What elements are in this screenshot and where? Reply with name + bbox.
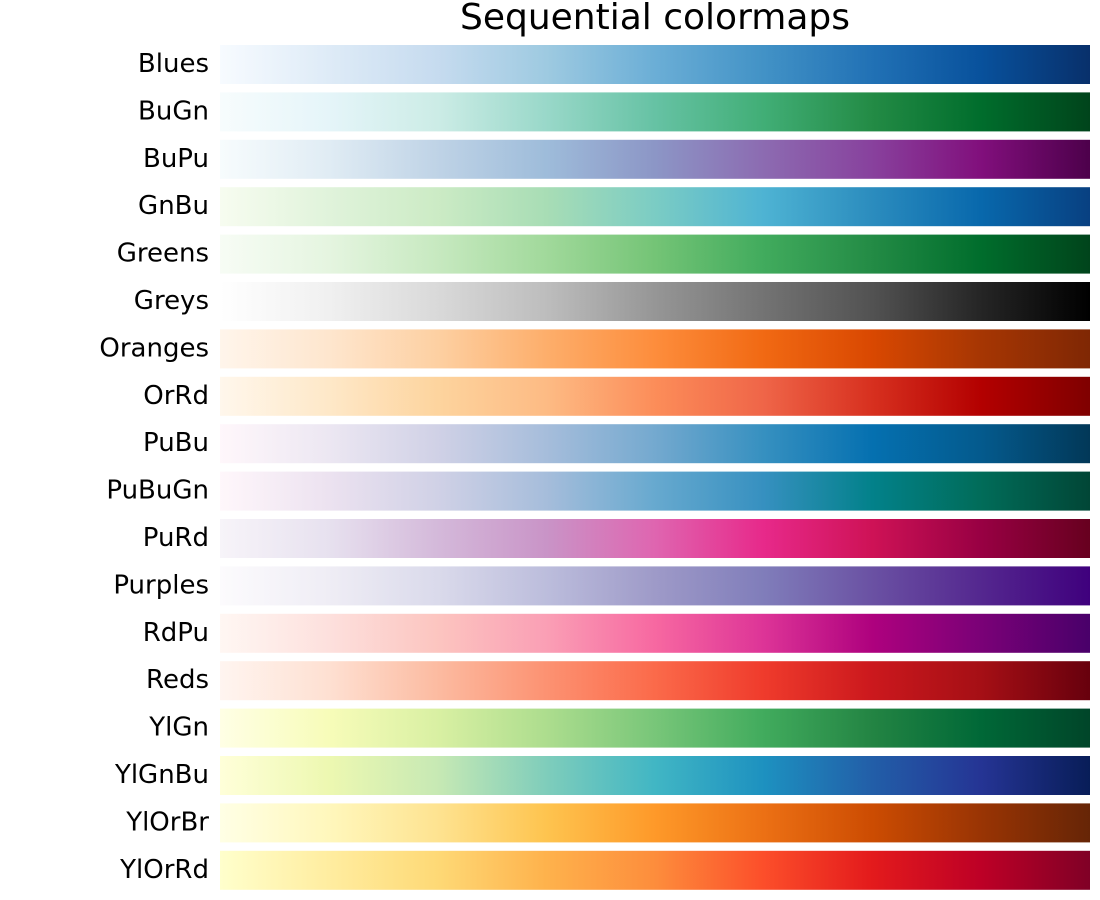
colormap-bar [220,424,1090,464]
colormap-name: Blues [138,49,209,79]
colormap-bar [220,613,1090,653]
colormap-bar [220,803,1090,843]
colormap-name: YlOrBr [125,807,209,837]
colormap-bar [220,756,1090,795]
colormap-name: Reds [146,665,209,695]
colormap-bar [220,376,1090,416]
colormap-bar [220,566,1090,606]
colormap-name: YlOrRd [119,855,209,885]
colormap-name: GnBu [138,191,209,221]
colormap-bar [220,329,1090,369]
colormap-name: PuBuGn [106,476,209,506]
colormap-name: BuPu [143,144,209,174]
colormap-bar [220,850,1090,890]
colormap-name: Greens [117,239,209,269]
colormap-name: BuGn [138,96,209,126]
colormap-name: YlGn [148,713,209,743]
colormap-bar [220,45,1090,84]
colormap-name: PuRd [143,523,209,553]
colormap-name: OrRd [143,381,209,411]
colormap-name: RdPu [143,618,209,648]
colormap-bar [220,471,1090,511]
colormap-bar [220,282,1090,321]
colormap-bar [220,234,1090,274]
colormap-name: PuBu [143,428,209,458]
colormap-name: Oranges [99,333,209,363]
colormap-bar [220,92,1090,132]
colormap-bar [220,139,1090,179]
colormap-name: YlGnBu [114,760,209,790]
colormap-bar [220,708,1090,748]
figure-title: Sequential colormaps [460,0,850,38]
colormap-bar [220,519,1090,558]
colormap-name: Greys [134,286,209,316]
colormap-bar [220,187,1090,227]
colormap-bar [220,661,1090,701]
colormap-name: Purples [113,570,209,600]
